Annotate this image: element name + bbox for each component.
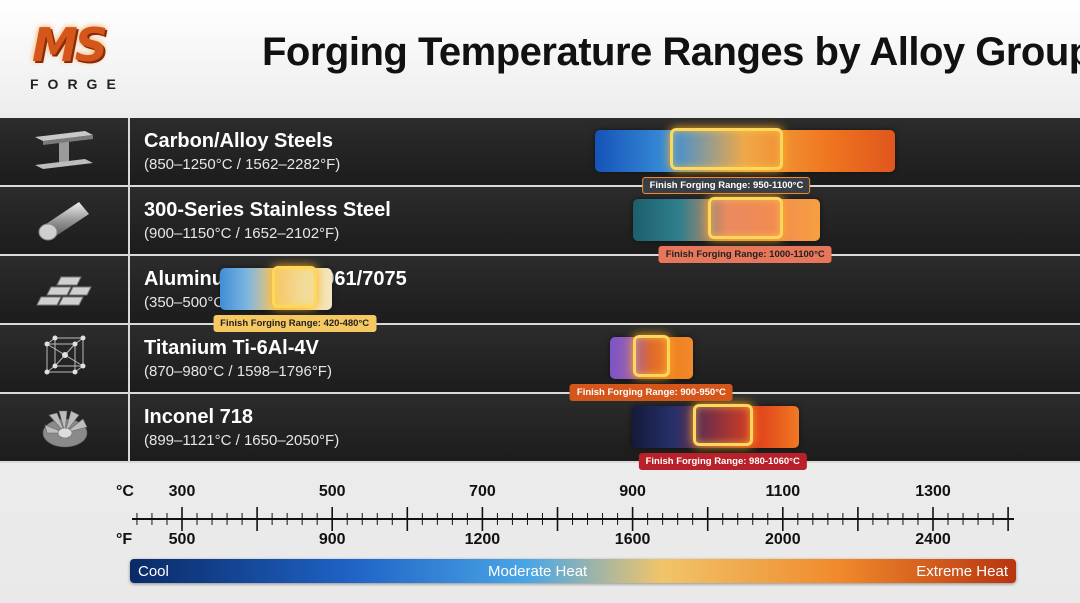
finish-range-label: Finish Forging Range: 980-1060°C <box>638 453 807 470</box>
celsius-tick-label: 1100 <box>765 483 801 500</box>
finish-range-marker <box>632 335 671 377</box>
temperature-range-bar <box>632 199 821 241</box>
finish-range-label: Finish Forging Range: 1000-1100°C <box>658 246 832 263</box>
fahrenheit-unit-label: °F <box>116 531 133 548</box>
temperature-range-bar <box>595 130 896 172</box>
finish-range-marker <box>670 128 783 170</box>
fahrenheit-tick-label: 2000 <box>765 531 801 548</box>
temperature-range-bar <box>610 337 693 379</box>
celsius-tick-label: 300 <box>168 483 196 500</box>
alloy-row: Carbon/Alloy Steels (850–1250°C / 1562–22… <box>0 118 1080 194</box>
temperature-scale: °C °F 300 500 700 900 1100 1300 500 900 1200 160… <box>0 465 1080 603</box>
finish-range-marker <box>692 404 753 446</box>
legend-cool: Cool <box>138 563 169 580</box>
page-title: Forging Temperature Ranges by Alloy Grou… <box>262 30 1080 74</box>
finish-range-label: Finish Forging Range: 900-950°C <box>569 384 733 401</box>
fahrenheit-tick-label: 900 <box>318 531 346 548</box>
alloy-range-text: (900–1150°C / 1652–2102°F) <box>144 225 340 242</box>
logo-subtitle: FORGE <box>30 76 125 92</box>
logo: MS FORGE <box>18 14 148 104</box>
alloy-row: Inconel 718 (899–1121°C / 1650–2050°F) Fin… <box>0 394 1080 470</box>
header: MS FORGE Forging Temperature Ranges by A… <box>0 0 1080 118</box>
alloy-name: Inconel 718 <box>144 406 253 428</box>
alloy-row: 300-Series Stainless Steel (900–1150°C / … <box>0 187 1080 263</box>
fahrenheit-tick-label: 2400 <box>915 531 951 548</box>
fahrenheit-tick-label: 500 <box>168 531 196 548</box>
lattice-icon <box>0 325 130 392</box>
celsius-unit-label: °C <box>116 483 134 500</box>
logo-mark: MS <box>32 18 108 72</box>
i-beam-icon <box>0 118 130 185</box>
steel-rod-icon <box>0 187 130 254</box>
scale-ruler <box>132 507 1014 531</box>
heat-legend-bar: Cool Moderate Heat Extreme Heat <box>130 559 1016 583</box>
legend-extreme: Extreme Heat <box>916 563 1008 580</box>
celsius-tick-label: 900 <box>619 483 646 500</box>
fahrenheit-tick-label: 1600 <box>614 531 651 548</box>
finish-range-label: Finish Forging Range: 420-480°C <box>213 315 377 332</box>
celsius-tick-label: 1300 <box>915 483 951 500</box>
alloy-name: Titanium Ti-6Al-4V <box>144 337 319 359</box>
alloy-range-text: (870–980°C / 1598–1796°F) <box>144 363 332 380</box>
alloy-row: Aluminum Alloys 6061/7075(350–500°C / 66… <box>0 256 1080 332</box>
temperature-range-bar <box>631 406 799 448</box>
legend-moderate: Moderate Heat <box>488 563 588 580</box>
alloy-row: Titanium Ti-6Al-4V (870–980°C / 1598–1796… <box>0 325 1080 401</box>
celsius-tick-label: 500 <box>318 483 346 500</box>
turbine-icon <box>0 394 130 461</box>
celsius-tick-label: 700 <box>469 483 496 500</box>
alloy-range-text: (899–1121°C / 1650–2050°F) <box>144 432 340 449</box>
alloy-name: 300-Series Stainless Steel <box>144 199 391 221</box>
fahrenheit-tick-label: 1200 <box>464 531 501 548</box>
finish-range-marker <box>707 197 783 239</box>
alloy-range-text: (850–1250°C / 1562–2282°F) <box>144 156 341 173</box>
alloy-name: Carbon/Alloy Steels <box>144 130 333 152</box>
finish-range-label: Finish Forging Range: 950-1100°C <box>642 177 811 194</box>
ingot-stack-icon <box>0 256 130 323</box>
finish-range-marker <box>272 266 318 308</box>
